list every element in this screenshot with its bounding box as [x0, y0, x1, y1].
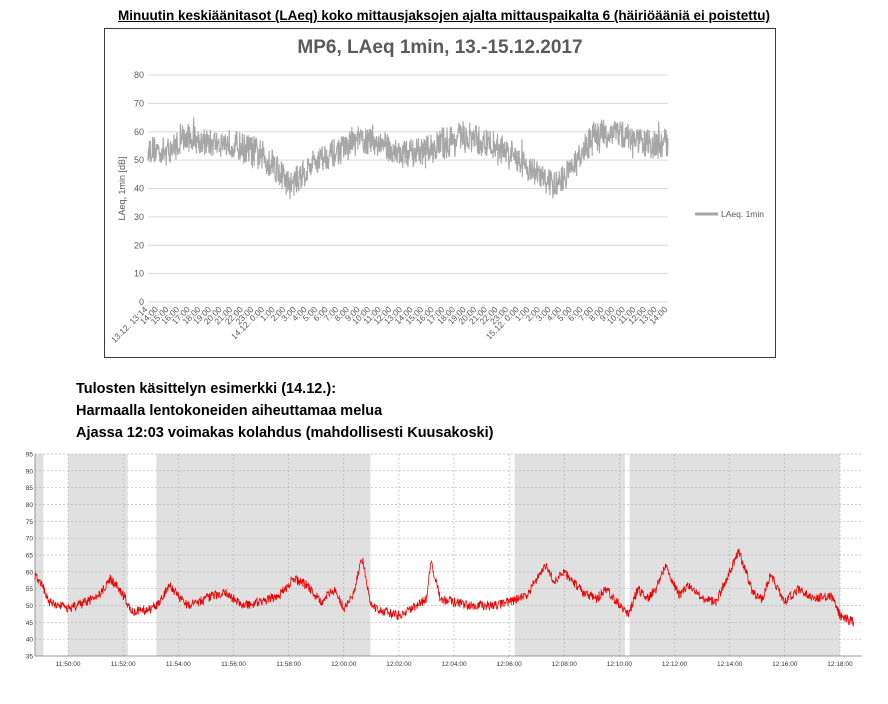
chart-2-ytick-label: 75	[26, 519, 34, 526]
chart-1-legend-label: LAeq. 1min	[721, 209, 764, 219]
chart-1-ytick-label: 30	[134, 212, 144, 222]
chart-2-xtick-label: 12:12:00	[662, 661, 688, 668]
chart-2-xtick-label: 12:08:00	[552, 661, 578, 668]
chart-1-ytick-label: 20	[134, 240, 144, 250]
chart-2-svg: 35 40 45 50 55 60 65 70 75 80 85 90 95 11:50:00 11:52:…	[26, 452, 862, 668]
chart-2-shaded-period	[514, 454, 625, 656]
chart-1-title: MP6, LAeq 1min, 13.-15.12.2017	[297, 37, 582, 58]
chart-1-frame	[104, 28, 776, 358]
chart-1-ytick-label: 60	[134, 127, 144, 137]
chart-2-ytick-label: 50	[26, 603, 34, 610]
chart-2-xtick-label: 12:10:00	[607, 661, 633, 668]
chart-2-xtick-label: 12:06:00	[496, 661, 522, 668]
chart-2-ytick-label: 85	[26, 485, 34, 492]
chart-2-ytick-label: 45	[26, 620, 34, 627]
chart-2-xtick-label: 11:58:00	[276, 661, 301, 668]
chart-2-ytick-label: 35	[26, 654, 34, 661]
chart-2-xtick-label: 11:50:00	[56, 661, 81, 668]
chart-1-ylabel: LAeq, 1min [dB]	[117, 156, 127, 220]
chart-2-ytick-label: 70	[26, 536, 34, 543]
chart-2-ytick-label: 40	[26, 637, 34, 644]
chart-2-xtick-label: 12:18:00	[827, 661, 853, 668]
note-line-2: Harmaalla lentokoneiden aiheuttamaa melu…	[76, 403, 383, 419]
chart-1-ytick-label: 10	[134, 269, 144, 279]
chart-2-xtick-label: 12:02:00	[386, 661, 412, 668]
chart-1-ytick-label: 70	[134, 98, 144, 108]
chart-1-ytick-label: 40	[134, 184, 144, 194]
chart-1-series-line	[147, 117, 669, 200]
chart-1-ytick-label: 0	[139, 297, 144, 307]
chart-2-ytick-label: 60	[26, 569, 34, 576]
chart-2-ytick-label: 95	[26, 452, 34, 459]
chart-1-ytick-label: 80	[134, 70, 144, 80]
chart-2-series-line	[34, 548, 855, 627]
chart-2-xtick-label: 12:04:00	[441, 661, 467, 668]
chart-2-xtick-label: 12:00:00	[331, 661, 357, 668]
note-line-3: Ajassa 12:03 voimakas kolahdus (mahdolli…	[76, 425, 494, 441]
chart-2-xtick-label: 12:16:00	[772, 661, 798, 668]
chart-2-ytick-label: 55	[26, 586, 34, 593]
notes-block: Tulosten käsittelyn esimerkki (14.12.): …	[76, 378, 493, 444]
chart-1-ytick-label: 50	[134, 155, 144, 165]
note-line-1: Tulosten käsittelyn esimerkki (14.12.):	[76, 381, 337, 397]
chart-2-xtick-label: 11:56:00	[221, 661, 246, 668]
chart-2-shaded-period	[68, 454, 128, 656]
chart-2-ytick-label: 90	[26, 468, 34, 475]
chart-2-xtick-label: 11:52:00	[111, 661, 136, 668]
chart-2-ytick-label: 80	[26, 502, 34, 509]
chart-2-xtick-label: 11:54:00	[166, 661, 191, 668]
chart-1-svg: MP6, LAeq 1min, 13.-15.12.2017 0 10 20 30 40 5…	[109, 37, 764, 345]
page-heading: Minuutin keskiäänitasot (LAeq) koko mitt…	[118, 8, 770, 23]
chart-2-ytick-label: 65	[26, 553, 34, 560]
chart-2-xtick-label: 12:14:00	[717, 661, 743, 668]
